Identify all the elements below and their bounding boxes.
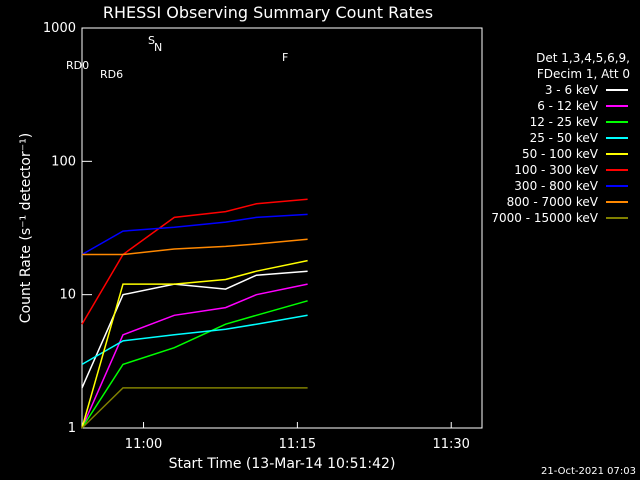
data-series bbox=[81, 198, 308, 429]
y-axis-ticks: 1 10 100 1000 bbox=[43, 21, 92, 436]
series-line-1 bbox=[81, 283, 308, 429]
plot-frame bbox=[81, 27, 483, 429]
x-tick-label-2: 11:30 bbox=[432, 437, 469, 452]
legend-label-8: 7000 - 15000 keV bbox=[491, 211, 598, 225]
x-tick-label-1: 11:15 bbox=[279, 437, 316, 452]
legend-label-5: 100 - 300 keV bbox=[514, 163, 598, 177]
legend-label-4: 50 - 100 keV bbox=[522, 147, 599, 161]
x-axis-ticks: 11:00 11:15 11:30 bbox=[125, 422, 470, 452]
legend-items: 3 - 6 keV 6 - 12 keV 12 - 25 keV 25 - 50 ke… bbox=[491, 83, 628, 225]
legend-label-3: 25 - 50 keV bbox=[530, 131, 599, 145]
y-tick-label-0: 1 bbox=[68, 421, 76, 436]
series-line-3 bbox=[81, 314, 308, 366]
x-tick-label-0: 11:00 bbox=[125, 437, 162, 452]
annotation-s: S bbox=[148, 34, 155, 47]
chart-title: RHESSI Observing Summary Count Rates bbox=[103, 3, 433, 22]
legend: Det 1,3,4,5,6,9, FDecim 1, Att 0 3 - 6 k… bbox=[491, 51, 630, 225]
y-axis-label: Count Rate (s⁻¹ detector⁻¹) bbox=[18, 133, 34, 323]
series-line-8 bbox=[81, 387, 308, 429]
legend-label-6: 300 - 800 keV bbox=[514, 179, 598, 193]
x-axis-label: Start Time (13-Mar-14 10:51:42) bbox=[169, 456, 396, 472]
annotation-f: F bbox=[282, 51, 288, 64]
y-tick-label-2: 100 bbox=[51, 154, 76, 169]
y-tick-label-1: 10 bbox=[59, 288, 76, 303]
series-line-4 bbox=[81, 259, 308, 429]
legend-header-line-2: FDecim 1, Att 0 bbox=[537, 67, 630, 81]
series-line-7 bbox=[82, 238, 308, 256]
legend-label-2: 12 - 25 keV bbox=[530, 115, 599, 129]
y-tick-label-3: 1000 bbox=[43, 21, 76, 36]
footer-timestamp: 21-Oct-2021 07:03 bbox=[541, 466, 636, 477]
series-line-5 bbox=[81, 198, 308, 325]
annotation-rd6: RD6 bbox=[100, 68, 123, 81]
legend-label-7: 800 - 7000 keV bbox=[507, 195, 599, 209]
series-line-2 bbox=[81, 300, 308, 429]
annotation-rd0: RD0 bbox=[66, 59, 89, 72]
series-line-6 bbox=[81, 213, 308, 256]
annotation-n: N bbox=[154, 41, 162, 54]
legend-header-line-1: Det 1,3,4,5,6,9, bbox=[536, 51, 630, 65]
legend-label-0: 3 - 6 keV bbox=[545, 83, 599, 97]
legend-label-1: 6 - 12 keV bbox=[537, 99, 599, 113]
annotations: S N F RD0 RD6 bbox=[66, 34, 288, 81]
